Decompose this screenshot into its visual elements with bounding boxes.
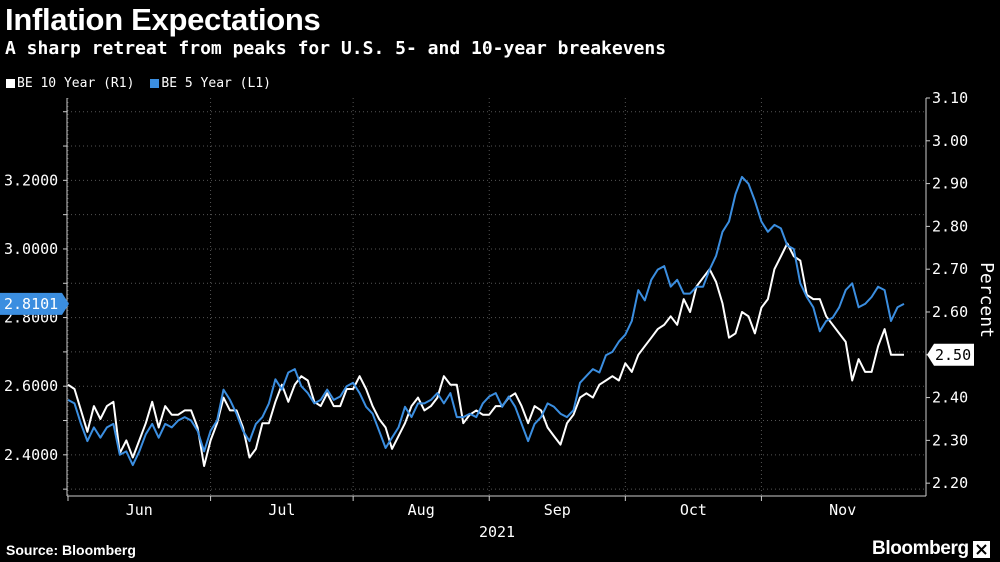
last-value-tag-be10 [927,343,974,366]
x-axis-year-label: 2021 [479,523,515,541]
series-lines [67,175,905,467]
y-right-tick-label: 2.40 [932,389,968,407]
gridlines [67,98,926,496]
y-left-tick-label: 2.6000 [4,377,58,395]
source-note: Source: Bloomberg [6,542,136,558]
brand-name: Bloomberg [872,538,969,559]
x-month-label: Oct [680,501,707,519]
legend-item-be5: BE 5 Year (L1) [150,76,271,91]
bloomberg-logo: Bloomberg [872,538,990,560]
y-right-tick-label: 2.30 [932,431,968,449]
last-value-label-be5: 2.8101 [4,295,58,313]
legend-label-be10: BE 10 Year (R1) [17,76,135,91]
last-value-tag-be5 [0,292,69,315]
chart-subtitle: A sharp retreat from peaks for U.S. 5- a… [5,38,667,59]
y-left-tick-label: 2.4000 [4,446,58,464]
legend-label-be5: BE 5 Year (L1) [161,76,271,91]
legend-item-be10: BE 10 Year (R1) [6,76,134,91]
y-right-axis-label: Percent [976,262,997,338]
chart-title: Inflation Expectations [5,2,321,37]
legend-swatch-be10 [6,79,15,88]
y-right-tick-label: 2.20 [932,474,968,492]
y-left-tick-label: 3.0000 [4,240,58,258]
y-right-tick-label: 2.60 [932,303,968,321]
last-value-label-be10: 2.50 [935,346,971,364]
x-month-label: Aug [408,501,435,519]
x-month-label: Jul [268,501,295,519]
x-month-label: Jun [126,501,153,519]
legend-swatch-be5 [150,79,160,88]
x-month-label: Nov [829,501,856,519]
y-right-tick-label: 2.70 [932,260,968,278]
legend: BE 10 Year (R1) BE 5 Year (L1) [6,76,271,91]
bloomberg-terminal-icon [972,540,990,558]
series-line-be10 [67,242,904,467]
y-left-tick-label: 3.2000 [4,171,58,189]
y-right-tick-label: 2.90 [932,175,968,193]
tick-labels: 3.20003.00002.80002.60002.40003.103.002.… [0,89,974,519]
y-right-tick-label: 3.00 [932,132,968,150]
y-right-tick-label: 3.10 [932,89,968,107]
axes [63,97,930,501]
y-right-tick-label: 2.80 [932,217,968,235]
x-month-label: Sep [544,501,571,519]
series-line-be5 [67,175,905,467]
